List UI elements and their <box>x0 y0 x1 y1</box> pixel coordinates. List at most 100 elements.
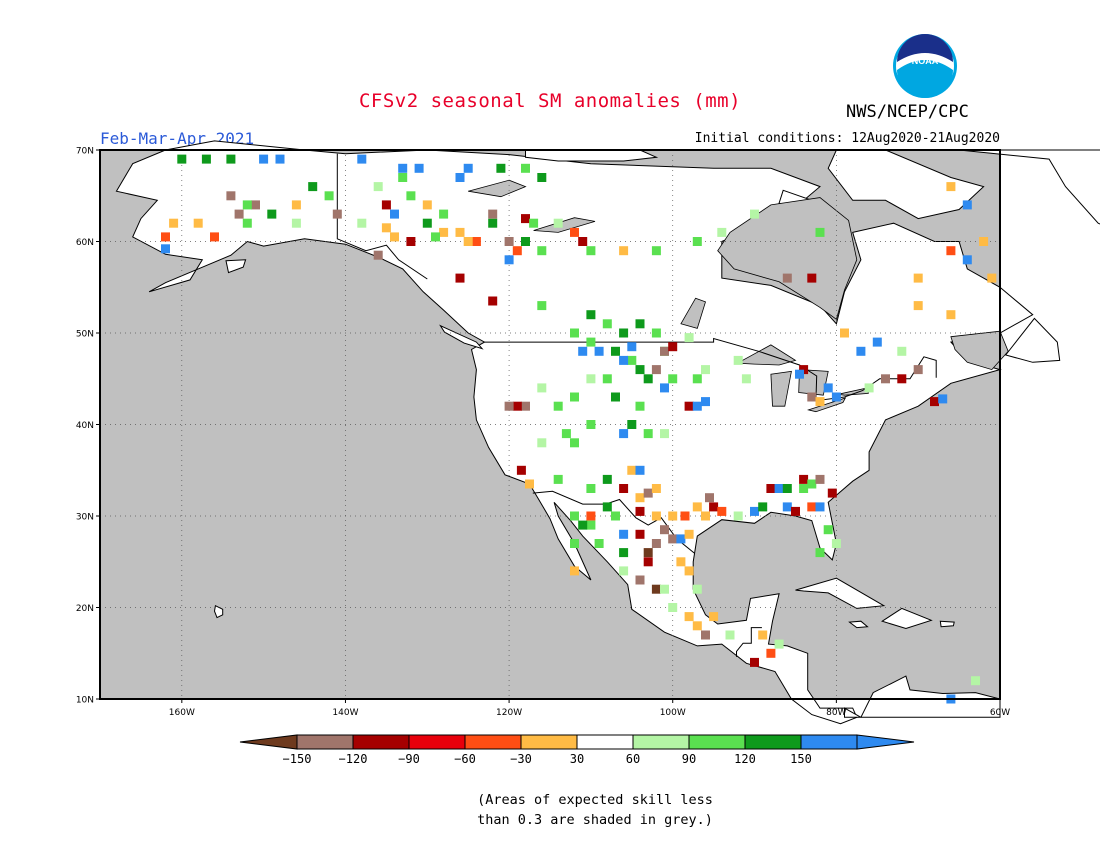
anomaly-cell <box>872 337 882 347</box>
anomaly-cell <box>586 511 596 521</box>
anomaly-cell <box>201 154 211 164</box>
anomaly-cell <box>537 438 547 448</box>
anomaly-cell <box>570 539 579 548</box>
anomaly-cell <box>439 227 449 237</box>
lat-tick-label: 10N <box>76 696 94 706</box>
footnote-line-1: (Areas of expected skill less <box>477 792 713 808</box>
anomaly-cell <box>422 218 432 228</box>
anomaly-cell <box>717 506 727 516</box>
anomaly-cell <box>799 484 809 493</box>
anomaly-cell <box>553 401 563 411</box>
hawaii-land <box>213 604 224 619</box>
legend-swatch <box>800 734 858 750</box>
legend-label: −60 <box>454 752 476 766</box>
anomaly-cell <box>504 401 514 411</box>
anomaly-cell <box>635 575 645 585</box>
anomaly-cell <box>692 237 702 246</box>
anomaly-cell <box>455 227 465 237</box>
anomaly-cell <box>619 429 629 439</box>
agency-label: NWS/NCEP/CPC <box>846 102 969 122</box>
anomaly-cell <box>373 250 383 260</box>
anomaly-cell <box>521 163 530 173</box>
anomaly-cell <box>750 506 759 516</box>
anomaly-cell <box>521 401 530 411</box>
anomaly-cell <box>815 397 825 407</box>
anomaly-cell <box>733 355 743 365</box>
anomaly-cell <box>692 621 702 631</box>
us-mexico-border <box>532 490 696 554</box>
anomaly-cell <box>561 429 571 439</box>
anomaly-cell <box>635 365 645 375</box>
anomaly-cell <box>161 232 170 242</box>
footnote-line-2: than 0.3 are shaded in grey.) <box>477 812 713 828</box>
anomaly-cell <box>578 237 588 246</box>
us-canada-border <box>484 337 937 402</box>
anomaly-cell <box>692 401 702 411</box>
anomaly-cell <box>651 584 661 594</box>
anomaly-cell <box>570 227 579 237</box>
anomaly-cell <box>308 182 318 192</box>
lake-superior-water <box>735 344 797 366</box>
anomaly-cell <box>504 255 514 265</box>
anomaly-cell <box>324 191 334 201</box>
anomaly-cell <box>586 246 596 256</box>
lon-tick-label: 80W <box>826 708 846 718</box>
anomaly-cell <box>521 237 530 246</box>
anomaly-cell <box>979 237 989 246</box>
anomaly-cell <box>406 237 416 246</box>
anomaly-cell <box>660 584 669 594</box>
axis-ticks: 70N 60N 50N 40N 30N 20N 10N 160W 140W 120W 100W 80W… <box>76 147 1010 719</box>
mexico-guatemala-border <box>736 627 762 657</box>
anomaly-cell <box>913 365 923 375</box>
anomaly-cell <box>807 479 817 489</box>
legend-swatch <box>352 734 410 750</box>
anomaly-cell <box>611 511 620 521</box>
anomaly-cell <box>357 218 367 228</box>
anomaly-cell <box>651 511 661 521</box>
anomaly-cell <box>586 484 596 493</box>
anomaly-cell <box>525 479 534 489</box>
anomaly-cell <box>537 246 547 256</box>
anomaly-cell <box>782 484 792 493</box>
anomaly-cell <box>586 520 596 530</box>
north-america-land <box>115 140 1034 725</box>
anomaly-cell <box>668 342 678 352</box>
lat-tick-label: 40N <box>76 421 94 431</box>
anomaly-cell <box>660 429 669 439</box>
legend-swatch <box>632 734 690 750</box>
footnote: (Areas of expected skill less than 0.3 a… <box>0 790 1100 830</box>
anomaly-cell <box>799 474 809 484</box>
anomaly-cell <box>594 539 604 548</box>
initial-conditions-label: Initial conditions: 12Aug2020-21Aug2020 <box>694 131 1000 146</box>
anomaly-cell <box>782 502 792 512</box>
anomaly-cell <box>684 612 694 622</box>
anomaly-cell <box>602 374 612 384</box>
anomaly-cell <box>242 218 252 228</box>
anomaly-cell <box>226 154 236 164</box>
lat-tick-label: 20N <box>76 604 94 614</box>
hispaniola-land <box>881 607 933 630</box>
anomaly-cell <box>488 218 498 228</box>
anomaly-cell <box>627 420 637 429</box>
victoria-island-land <box>525 149 659 162</box>
anomaly-cell <box>398 163 408 173</box>
anomaly-cell <box>651 365 661 375</box>
anomaly-cell <box>210 232 219 242</box>
anomaly-cell <box>611 392 620 402</box>
anomaly-cell <box>553 474 563 484</box>
anomaly-cell <box>488 296 498 306</box>
anomaly-cell <box>619 484 629 493</box>
anomaly-cell <box>913 273 923 283</box>
anomaly-cell <box>692 584 702 594</box>
anomaly-cell <box>586 310 596 320</box>
anomaly-cell <box>795 369 804 379</box>
anomaly-cell <box>692 502 702 512</box>
cuba-land <box>795 577 886 609</box>
lat-tick-label: 70N <box>76 147 94 157</box>
anomaly-cell <box>815 474 825 484</box>
legend-label: −150 <box>283 752 312 766</box>
anomaly-cell <box>660 525 669 535</box>
anomaly-cell <box>946 310 956 320</box>
anomaly-cell <box>705 493 714 503</box>
anomaly-cell <box>643 557 653 567</box>
